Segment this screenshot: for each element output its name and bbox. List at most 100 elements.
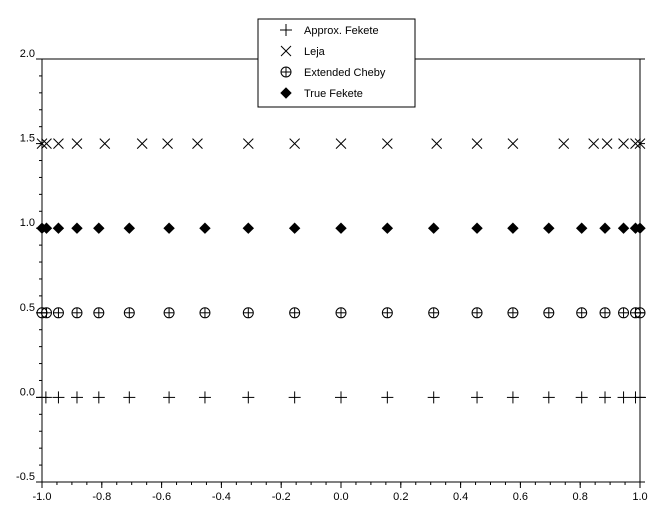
data-point: [575, 391, 588, 404]
data-point: [123, 222, 136, 234]
data-point: [381, 391, 394, 404]
x-tick-label: 0.2: [393, 491, 408, 503]
legend-label: Extended Cheby: [304, 67, 386, 79]
plot-frame: [41, 58, 641, 483]
legend-label: True Fekete: [304, 88, 363, 100]
data-point: [36, 138, 48, 149]
data-point: [618, 138, 629, 149]
x-tick-label: -0.6: [152, 491, 171, 503]
data-point: [242, 138, 254, 149]
data-markers: [36, 138, 646, 404]
legend-label: Leja: [304, 46, 326, 58]
legend-marker: [280, 87, 292, 99]
data-point: [53, 138, 64, 149]
legend-marker: [280, 66, 292, 78]
data-point: [70, 391, 83, 404]
data-point: [289, 307, 301, 319]
y-tick-label: 1.0: [20, 217, 35, 229]
data-point: [163, 391, 176, 404]
data-point: [71, 307, 83, 319]
data-point: [163, 222, 175, 234]
data-point: [192, 138, 203, 149]
data-point: [39, 391, 52, 404]
data-point: [335, 138, 347, 149]
data-point: [71, 138, 83, 149]
data-point: [634, 138, 646, 149]
data-point: [381, 138, 393, 149]
data-point: [162, 138, 173, 149]
data-point: [507, 138, 519, 149]
data-point: [381, 307, 393, 319]
data-point: [431, 138, 443, 149]
series-approx-fekete: [36, 391, 646, 404]
data-point: [335, 222, 347, 234]
data-point: [599, 391, 612, 404]
legend-entry: True Fekete: [280, 87, 363, 100]
data-point: [242, 391, 255, 404]
data-point: [92, 391, 105, 404]
legend-marker: [280, 24, 292, 36]
data-point: [99, 138, 111, 149]
data-point: [471, 222, 483, 234]
data-point: [542, 391, 555, 404]
y-tick-label: -0.5: [16, 471, 35, 483]
data-point: [288, 391, 301, 404]
data-point: [335, 307, 347, 319]
data-point: [163, 307, 175, 319]
y-axis: -0.5 0.0 0.5 1.0 1.5 2.0: [16, 48, 645, 483]
x-tick-label: 0.0: [333, 491, 348, 503]
data-point: [630, 138, 641, 149]
x-tick-label: -0.4: [212, 491, 231, 503]
x-tick-label: -0.2: [272, 491, 291, 503]
data-point: [471, 391, 484, 404]
data-point: [575, 222, 588, 234]
x-axis: -1.0 -0.8 -0.6 -0.4 -0.2 0.0 0.2 0.4 0.6 0.8 1.0: [33, 482, 648, 503]
data-point: [427, 222, 440, 234]
plot-area-border: [41, 58, 641, 483]
legend-label: Approx. Fekete: [304, 25, 379, 37]
x-tick-label: -0.8: [92, 491, 111, 503]
data-point: [558, 138, 570, 149]
y-tick-label: 1.5: [20, 133, 35, 145]
data-point: [617, 391, 630, 404]
data-point: [599, 222, 611, 234]
data-point: [52, 222, 65, 234]
data-point: [471, 307, 483, 319]
series-leja: [36, 138, 646, 149]
y-tick-label: 0.0: [20, 386, 35, 398]
data-point: [93, 307, 105, 319]
data-point: [601, 138, 613, 149]
legend-entry: Leja: [280, 45, 326, 58]
data-point: [199, 222, 211, 234]
data-point: [381, 222, 394, 234]
data-point: [634, 391, 646, 404]
y-tick-label: 2.0: [20, 48, 35, 60]
data-point: [618, 307, 630, 319]
x-tick-label: 0.4: [453, 491, 468, 503]
data-point: [52, 391, 65, 404]
data-point: [335, 391, 347, 404]
data-point: [471, 138, 483, 149]
data-point: [41, 138, 52, 149]
y-tick-label: 0.5: [20, 302, 35, 314]
data-point: [599, 307, 611, 319]
data-point: [242, 307, 254, 319]
legend-entry: Extended Cheby: [280, 66, 386, 79]
legend: Approx. Fekete Leja Extended Cheby True Fek…: [257, 18, 416, 108]
data-point: [40, 307, 52, 319]
data-point: [93, 222, 105, 234]
data-point: [289, 138, 301, 149]
data-point: [507, 307, 519, 319]
data-point: [634, 222, 646, 234]
data-point: [428, 307, 440, 319]
data-point: [198, 391, 211, 404]
series-true-fekete: [36, 222, 646, 234]
data-point: [634, 307, 646, 319]
data-point: [576, 307, 588, 319]
data-point: [71, 222, 83, 234]
data-point: [288, 222, 301, 234]
data-point: [617, 222, 630, 234]
data-point: [136, 138, 148, 149]
data-point: [242, 222, 255, 234]
